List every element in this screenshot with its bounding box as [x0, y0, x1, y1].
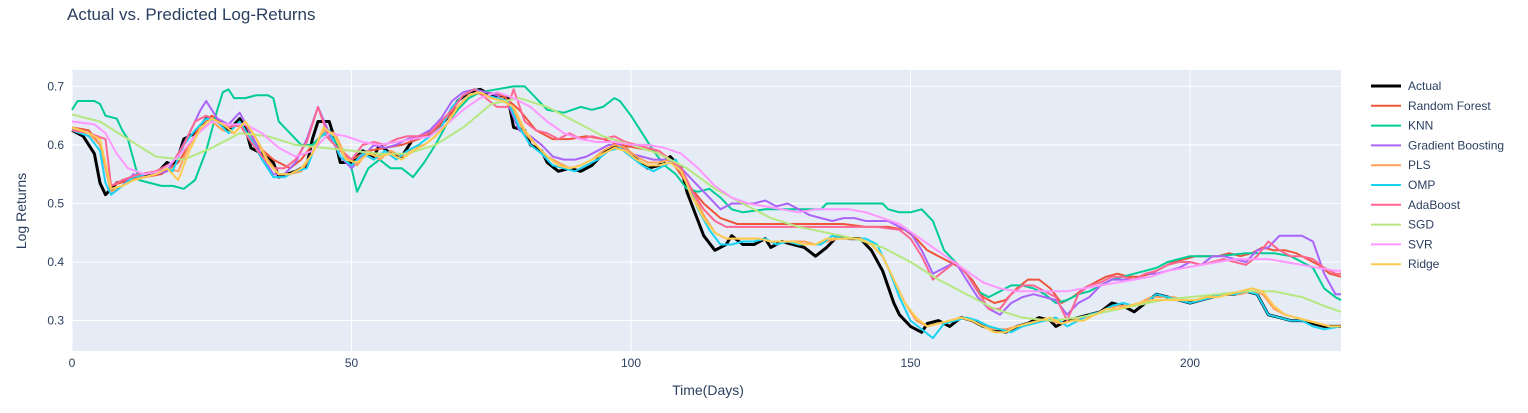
series-line-adaboost — [71, 88, 1341, 322]
legend-label: Random Forest — [1408, 99, 1491, 113]
legend-label: Actual — [1408, 79, 1441, 93]
y-tick-label: 0.6 — [47, 138, 64, 152]
legend-label: Ridge — [1408, 257, 1440, 271]
legend-item[interactable]: OMP — [1371, 178, 1435, 192]
series-line-sgd — [71, 97, 1342, 322]
legend[interactable]: Actual Random Forest KNN Gradient Boosting P… — [1371, 79, 1504, 271]
y-axis-title: Log Returns — [13, 173, 29, 249]
legend-item[interactable]: Random Forest — [1371, 99, 1491, 113]
gridlines — [71, 70, 1341, 351]
series-layer — [71, 85, 1342, 340]
y-tick-label: 0.4 — [47, 255, 64, 269]
legend-item[interactable]: SVR — [1371, 237, 1433, 251]
x-axis-title: Time(Days) — [672, 382, 744, 398]
legend-label: SVR — [1408, 237, 1433, 251]
y-tick-label: 0.5 — [47, 196, 64, 210]
x-tick-label: 150 — [901, 356, 921, 370]
legend-item[interactable]: KNN — [1371, 119, 1433, 133]
legend-item[interactable]: AdaBoost — [1371, 198, 1461, 212]
legend-label: KNN — [1408, 119, 1433, 133]
plot-area — [72, 70, 1341, 351]
series-line-svr — [71, 91, 1341, 293]
series-line-ridge — [71, 91, 1341, 334]
legend-label: SGD — [1408, 218, 1434, 232]
legend-label: Gradient Boosting — [1408, 138, 1504, 152]
legend-label: PLS — [1408, 158, 1431, 172]
legend-item[interactable]: SGD — [1371, 218, 1434, 232]
legend-item[interactable]: PLS — [1371, 158, 1431, 172]
x-tick-label: 0 — [69, 356, 76, 370]
legend-label: OMP — [1408, 178, 1435, 192]
x-tick-label: 100 — [621, 356, 641, 370]
axis-ticks: 0.3 0.4 0.5 0.6 0.7 0 50 100 150 200 — [47, 79, 1200, 370]
x-tick-label: 200 — [1180, 356, 1200, 370]
legend-item[interactable]: Actual — [1371, 79, 1441, 93]
y-tick-label: 0.3 — [47, 314, 64, 328]
series-line-knn — [71, 85, 1342, 304]
legend-label: AdaBoost — [1408, 198, 1461, 212]
x-tick-label: 50 — [345, 356, 359, 370]
legend-item[interactable]: Ridge — [1371, 257, 1440, 271]
chart-title: Actual vs. Predicted Log-Returns — [67, 5, 316, 24]
y-tick-label: 0.7 — [47, 79, 64, 93]
legend-item[interactable]: Gradient Boosting — [1371, 138, 1504, 152]
